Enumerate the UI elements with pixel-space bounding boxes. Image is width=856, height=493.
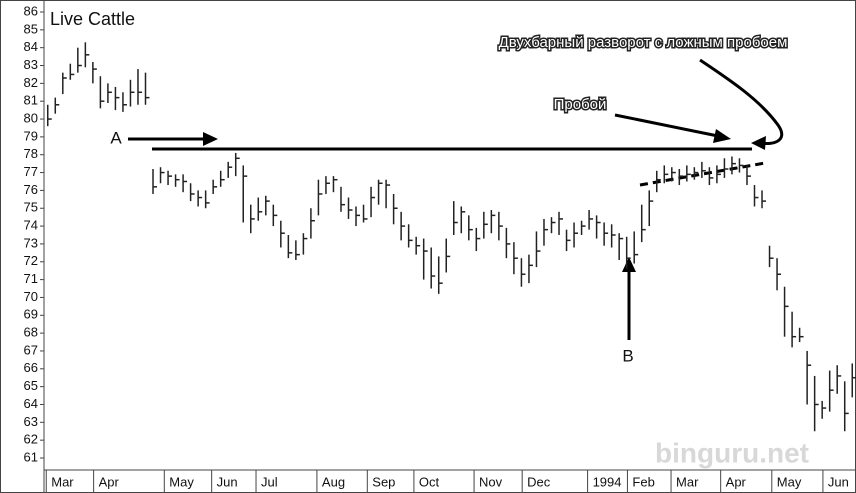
arrow-head — [203, 132, 218, 146]
x-tick-label: Apr — [99, 474, 120, 489]
x-tick-label: Mar — [51, 474, 74, 489]
x-tick-label: Nov — [479, 474, 503, 489]
x-tick-label: 1994 — [593, 474, 622, 489]
annotation: Двухбарный разворот с ложным пробоем — [499, 34, 788, 51]
y-tick-label: 63 — [24, 414, 38, 429]
arrow-head — [622, 257, 636, 272]
y-tick-label: 78 — [24, 146, 38, 161]
arrow-head — [713, 129, 731, 143]
y-tick-label: 69 — [24, 307, 38, 322]
y-tick-label: 72 — [24, 253, 38, 268]
y-tick-label: 77 — [24, 164, 38, 179]
annotation: B — [622, 346, 633, 365]
arrow-breakout — [614, 113, 719, 138]
y-tick-label: 79 — [24, 128, 38, 143]
y-tick-label: 65 — [24, 378, 38, 393]
y-tick-label: 84 — [24, 39, 38, 54]
y-tick-label: 71 — [24, 271, 38, 286]
x-tick-label: Feb — [632, 474, 654, 489]
y-tick-label: 82 — [24, 75, 38, 90]
arrow-reversal — [699, 58, 784, 145]
trend-line — [639, 161, 766, 187]
y-tick-label: 81 — [24, 93, 38, 108]
y-tick-label: 64 — [24, 396, 38, 411]
y-tick-label: 83 — [24, 57, 38, 72]
y-tick-label: 66 — [24, 360, 38, 375]
x-tick-label: May — [169, 474, 194, 489]
x-tick-label: Oct — [419, 474, 440, 489]
annotation: Пробой — [554, 96, 607, 113]
y-tick-label: 76 — [24, 182, 38, 197]
x-tick-label: Jun — [217, 474, 238, 489]
y-tick-label: 67 — [24, 342, 38, 357]
y-tick-label: 75 — [24, 200, 38, 215]
x-tick-label: Sep — [372, 474, 395, 489]
x-tick-label: May — [777, 474, 802, 489]
x-tick-label: Dec — [527, 474, 551, 489]
y-tick-label: 62 — [24, 432, 38, 447]
y-tick-label: 80 — [24, 110, 38, 125]
y-tick-label: 74 — [24, 218, 38, 233]
x-tick-label: Apr — [726, 474, 747, 489]
x-tick-label: Mar — [676, 474, 699, 489]
arrow-head — [751, 136, 766, 150]
x-tick-label: Aug — [322, 474, 345, 489]
watermark: binguru.net — [655, 437, 809, 468]
annotation: A — [110, 128, 122, 147]
y-tick-label: 70 — [24, 289, 38, 304]
x-tick-label: Jul — [261, 474, 278, 489]
y-tick-label: 68 — [24, 325, 38, 340]
y-tick-label: 73 — [24, 235, 38, 250]
y-tick-label: 85 — [24, 21, 38, 36]
chart-title: Live Cattle — [50, 9, 135, 29]
x-tick-label: Jun — [828, 474, 849, 489]
y-tick-label: 61 — [24, 449, 38, 464]
y-tick-label: 86 — [24, 3, 38, 18]
